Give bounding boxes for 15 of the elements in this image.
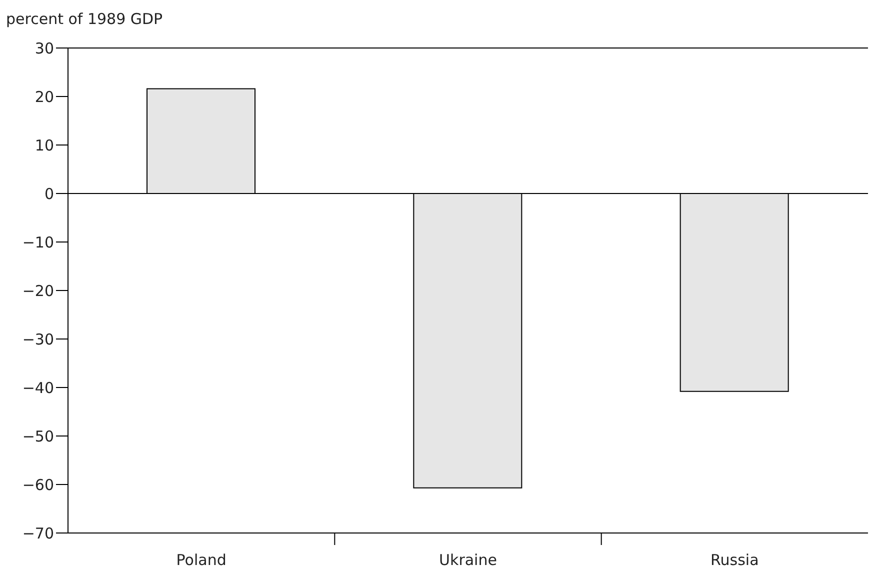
y-tick-label: 30 (34, 39, 54, 58)
y-tick-label: 20 (34, 88, 54, 106)
y-tick-label: −40 (22, 378, 54, 397)
y-tick-label: −50 (22, 427, 54, 446)
y-tick-label: −30 (22, 330, 54, 348)
y-tick-label: −10 (22, 233, 54, 252)
x-tick-label: Russia (710, 551, 759, 569)
x-tick-label: Poland (176, 551, 226, 569)
y-tick-label: −70 (22, 524, 54, 542)
y-tick-label: 0 (44, 184, 54, 203)
y-tick-label: −20 (22, 282, 54, 300)
y-tick-label: −60 (22, 476, 54, 494)
x-tick-label: Ukraine (439, 551, 497, 569)
y-axis-title: percent of 1989 GDP (6, 10, 163, 28)
y-tick-label: 10 (34, 136, 54, 154)
